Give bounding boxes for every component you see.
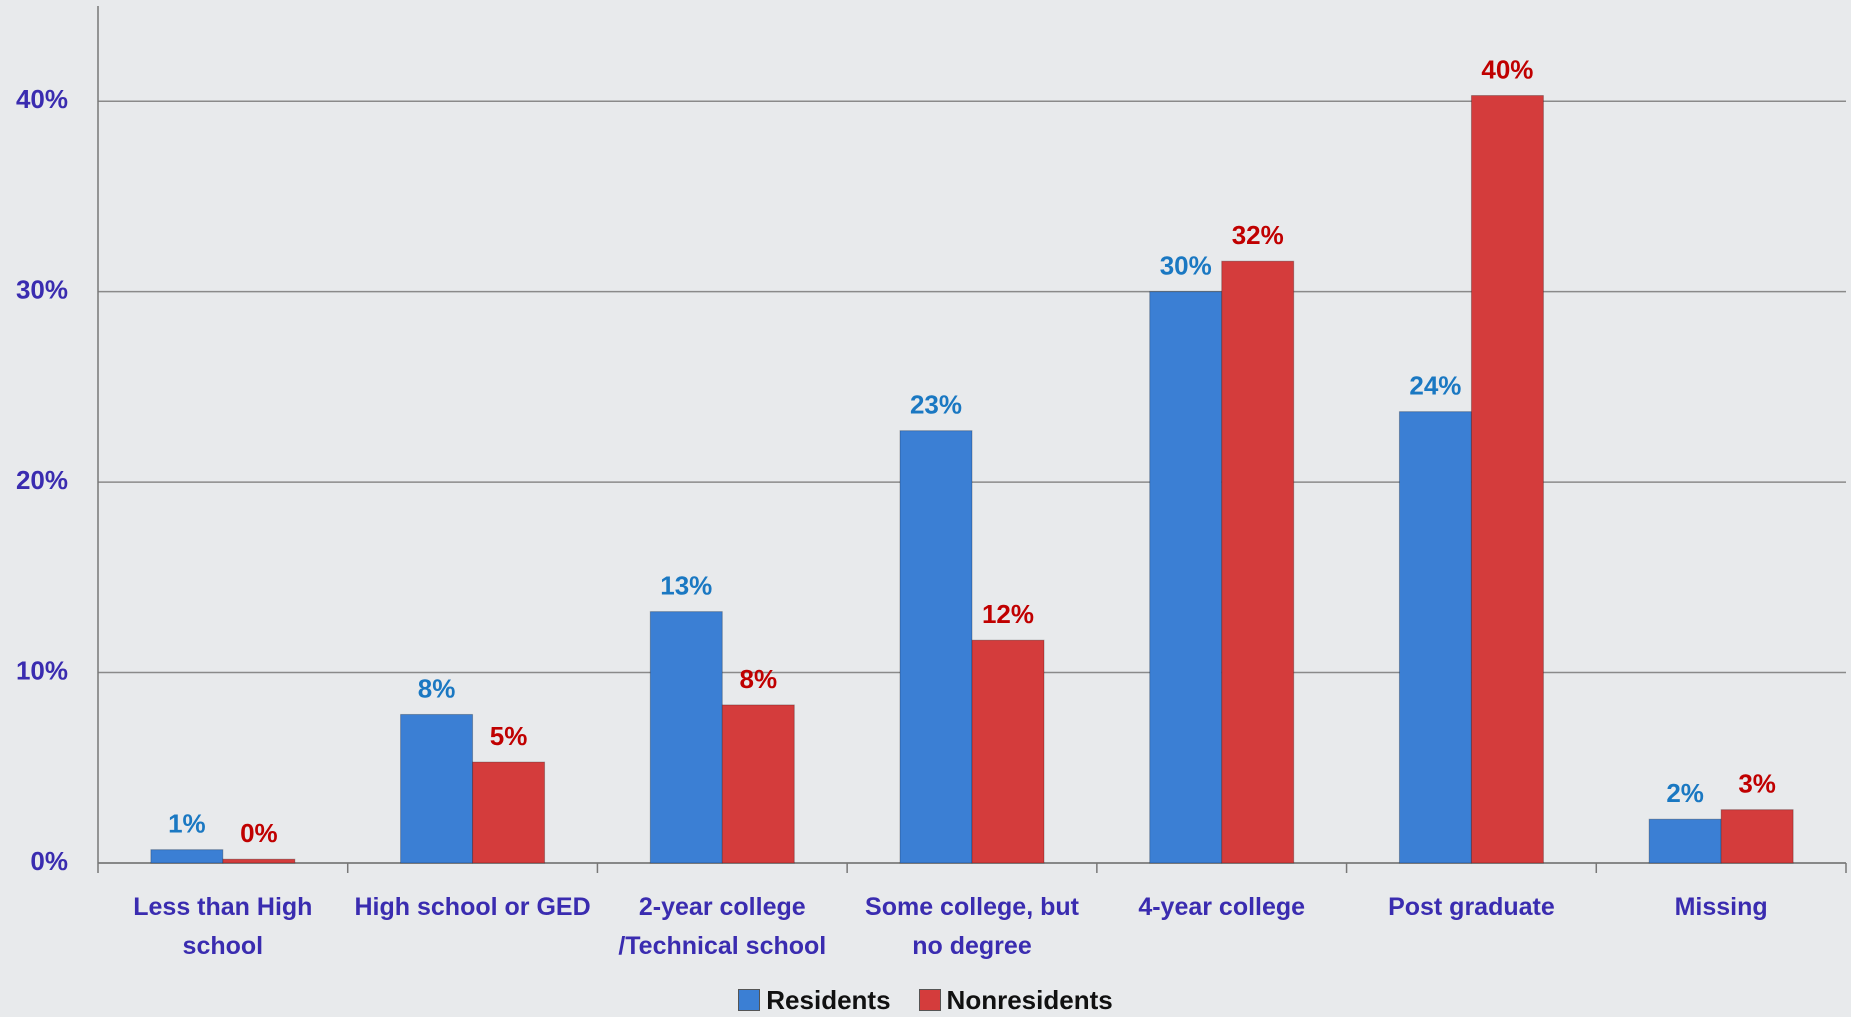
legend-label: Residents bbox=[766, 985, 891, 1015]
legend-item: Residents bbox=[738, 985, 891, 1015]
legend-swatch bbox=[738, 989, 761, 1011]
bar bbox=[1221, 260, 1295, 864]
value-label: 13% bbox=[660, 570, 712, 600]
value-label: 32% bbox=[1232, 220, 1284, 250]
bar bbox=[1720, 809, 1794, 864]
x-tick-label: Missing bbox=[1674, 893, 1768, 921]
bar bbox=[971, 639, 1045, 864]
x-tick-label: Some college, but no degree bbox=[865, 893, 1079, 960]
value-label: 5% bbox=[490, 721, 528, 751]
legend: Residents Nonresidents bbox=[0, 985, 1851, 1016]
value-label: 3% bbox=[1738, 769, 1776, 799]
bar bbox=[1648, 818, 1722, 864]
legend-swatch bbox=[918, 989, 941, 1011]
value-label: 12% bbox=[982, 599, 1034, 629]
value-label: 0% bbox=[240, 818, 278, 848]
legend-item: Nonresidents bbox=[918, 985, 1113, 1015]
y-tick-label: 40% bbox=[16, 84, 68, 114]
value-label: 30% bbox=[1160, 251, 1212, 281]
bar bbox=[1149, 291, 1223, 864]
bar bbox=[1398, 411, 1472, 864]
y-tick-label: 0% bbox=[30, 846, 68, 876]
value-label: 8% bbox=[739, 664, 777, 694]
y-tick-label: 10% bbox=[16, 655, 68, 685]
bar bbox=[649, 611, 723, 864]
x-tick-label: High school or GED bbox=[354, 893, 591, 921]
y-tick-label: 30% bbox=[16, 275, 68, 305]
bar bbox=[150, 849, 224, 864]
bar bbox=[721, 704, 795, 864]
value-label: 40% bbox=[1481, 54, 1533, 84]
bar bbox=[1470, 95, 1544, 864]
bar bbox=[400, 713, 474, 864]
bar bbox=[472, 761, 546, 864]
legend-label: Nonresidents bbox=[946, 985, 1113, 1015]
x-tick-label: Less than High school bbox=[133, 893, 313, 960]
x-tick-label: Post graduate bbox=[1388, 893, 1555, 921]
value-label: 8% bbox=[418, 673, 456, 703]
value-label: 24% bbox=[1409, 371, 1461, 401]
bar bbox=[222, 858, 296, 864]
value-label: 23% bbox=[910, 390, 962, 420]
value-label: 2% bbox=[1666, 778, 1704, 808]
value-label: 1% bbox=[168, 809, 206, 839]
y-tick-label: 20% bbox=[16, 465, 68, 495]
x-tick-label: 4-year college bbox=[1138, 893, 1306, 921]
x-tick-label: 2-year college /Technical school bbox=[618, 893, 827, 960]
bar bbox=[899, 430, 973, 864]
